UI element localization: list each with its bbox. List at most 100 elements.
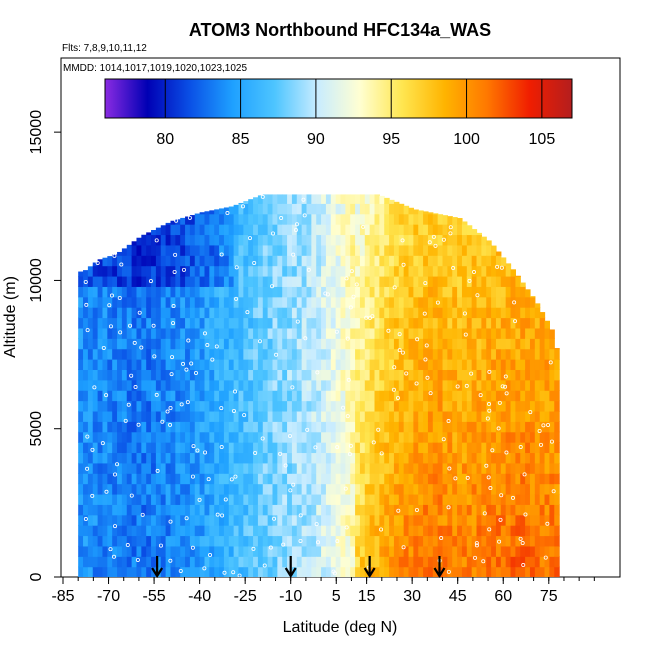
x-tick-label: -25 xyxy=(234,588,257,605)
heatmap-cell xyxy=(413,504,419,516)
heatmap-cell xyxy=(359,348,366,360)
heatmap-cell xyxy=(92,286,99,298)
sample-point xyxy=(496,426,501,431)
heatmap-cell xyxy=(199,359,206,370)
heatmap-cell xyxy=(146,265,152,277)
heatmap-cell xyxy=(330,203,337,215)
sample-point xyxy=(475,293,480,298)
heatmap-cell xyxy=(471,307,478,319)
heatmap-cell xyxy=(248,442,254,454)
heatmap-cell xyxy=(330,327,337,339)
heatmap-cell xyxy=(554,442,560,454)
heatmap-cell xyxy=(296,317,303,329)
y-tick-label: 0 xyxy=(28,572,45,581)
heatmap-cell xyxy=(243,213,249,225)
heatmap-cell xyxy=(121,286,128,298)
heatmap-cell xyxy=(277,442,283,454)
heatmap-cell xyxy=(398,327,405,339)
heatmap-cell xyxy=(248,275,254,287)
heatmap-cell xyxy=(369,379,376,391)
heatmap-cell xyxy=(393,234,400,246)
heatmap-cell xyxy=(330,213,337,225)
heatmap-cell xyxy=(194,462,201,474)
heatmap-cell xyxy=(427,234,434,246)
heatmap-cell xyxy=(359,442,366,454)
heatmap-cell xyxy=(277,275,283,287)
heatmap-cell xyxy=(325,514,332,526)
heatmap-cell xyxy=(418,338,424,350)
heatmap-cell xyxy=(447,535,453,547)
heatmap-cell xyxy=(418,307,424,319)
heatmap-cell xyxy=(287,400,293,412)
heatmap-cell xyxy=(170,286,176,298)
heatmap-cell xyxy=(282,504,288,516)
sample-point xyxy=(447,466,452,471)
heatmap-cell xyxy=(301,535,308,547)
heatmap-cell xyxy=(544,320,550,329)
heatmap-cell xyxy=(306,462,312,474)
heatmap-cell xyxy=(549,359,555,370)
sample-point xyxy=(193,370,198,375)
heatmap-cell xyxy=(78,348,84,360)
heatmap-cell xyxy=(194,255,201,267)
heatmap-cell xyxy=(87,327,94,339)
heatmap-cell xyxy=(413,359,419,370)
heatmap-cell xyxy=(466,225,473,236)
heatmap-cell xyxy=(471,244,478,256)
heatmap-cell xyxy=(141,307,147,319)
heatmap-cell xyxy=(165,545,172,557)
heatmap-cell xyxy=(544,359,550,370)
heatmap-cell xyxy=(262,359,269,370)
heatmap-cell xyxy=(175,431,181,443)
heatmap-cell xyxy=(437,234,444,246)
heatmap-cell xyxy=(486,535,492,547)
heatmap-cell xyxy=(491,514,497,526)
heatmap-cell xyxy=(248,213,254,225)
heatmap-cell xyxy=(296,566,303,577)
heatmap-cell xyxy=(228,421,235,433)
heatmap-cell xyxy=(102,369,108,381)
heatmap-cell xyxy=(243,317,249,329)
heatmap-cell xyxy=(355,504,361,516)
heatmap-cell xyxy=(146,369,152,381)
sample-point xyxy=(168,422,173,427)
heatmap-cell xyxy=(112,462,118,474)
heatmap-cell xyxy=(223,556,230,568)
heatmap-cell xyxy=(306,327,312,339)
heatmap-cell xyxy=(189,338,196,350)
heatmap-cell xyxy=(209,359,215,370)
heatmap-cell xyxy=(457,265,463,277)
heatmap-cell xyxy=(185,400,191,412)
heatmap-cell xyxy=(272,338,278,350)
sample-point xyxy=(499,493,504,498)
heatmap-cell xyxy=(520,390,526,402)
sample-point xyxy=(113,524,118,529)
heatmap-cell xyxy=(447,307,453,319)
heatmap-cell xyxy=(267,369,274,381)
heatmap-cell xyxy=(389,483,395,495)
heatmap-cell xyxy=(238,431,244,443)
heatmap-cell xyxy=(321,338,327,350)
sample-point xyxy=(548,360,553,365)
heatmap-cell xyxy=(248,317,254,329)
sample-point xyxy=(371,440,376,445)
heatmap-cell xyxy=(83,296,89,308)
heatmap-cell xyxy=(374,525,380,537)
heatmap-cell xyxy=(364,213,371,225)
heatmap-cell xyxy=(325,265,332,277)
heatmap-cell xyxy=(97,514,104,526)
heatmap-cell xyxy=(209,483,215,495)
heatmap-cell xyxy=(146,473,152,485)
heatmap-cell xyxy=(155,556,162,568)
sample-point xyxy=(347,452,352,457)
heatmap-cell xyxy=(505,275,512,287)
heatmap-cell xyxy=(267,224,274,236)
heatmap-cell xyxy=(471,296,478,308)
heatmap-cell xyxy=(146,504,152,516)
heatmap-cell xyxy=(209,473,215,485)
heatmap-cell xyxy=(486,556,492,568)
heatmap-cell xyxy=(505,452,512,464)
heatmap-cell xyxy=(107,390,113,402)
heatmap-cell xyxy=(461,535,468,547)
sample-point xyxy=(92,385,97,390)
